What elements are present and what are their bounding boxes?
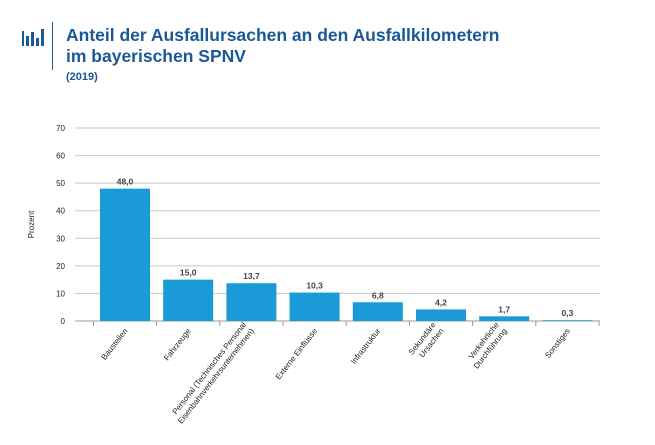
chart-title: Anteil der Ausfallursachen an den Ausfal… [66,25,586,67]
header-divider [52,22,53,70]
y-tick-label: 40 [56,207,65,216]
chart-title-line1: Anteil der Ausfallursachen an den Ausfal… [66,25,500,45]
category-label: Infrastruktur [349,326,383,365]
chart-title-line2: im bayerischen SPNV [66,46,246,66]
y-axis-title: Prozent [27,210,36,238]
bar [542,320,593,321]
y-tick-label: 60 [56,152,65,161]
data-label: 6,8 [372,290,384,300]
bar [416,309,466,321]
category-label: Baustellen [99,327,129,362]
y-tick-label: 70 [56,124,65,133]
data-label: 0,3 [561,308,573,318]
bar [289,292,340,321]
category-label-line: Fahrzeuge [162,326,193,362]
category-label-line: Externe Einflüsse [274,326,320,381]
category-label-line: Sonstiges [543,327,572,360]
y-tick-label: 30 [56,234,65,243]
chart-subtitle: (2019) [66,71,98,83]
data-label: 4,2 [435,297,447,307]
data-label: 13,7 [243,271,260,281]
bar [100,188,150,321]
category-label: Fahrzeuge [162,326,193,362]
category-label: Sonstiges [543,327,572,360]
bar [479,316,530,321]
y-tick-label: 10 [56,289,65,298]
category-label-line: Infrastruktur [349,326,383,365]
category-label-line: Eisenbahnverkehrsunternehmen) [176,326,256,425]
bar-chart-icon [22,29,44,46]
y-tick-label: 50 [56,179,65,188]
category-label: Externe Einflüsse [274,326,320,381]
category-label-line: Baustellen [99,327,129,362]
y-tick-label: 0 [61,317,66,326]
data-label: 15,0 [180,268,197,278]
category-label: SekundäreUrsachen [407,320,446,363]
bar [226,283,277,321]
bar [163,279,214,321]
y-tick-label: 20 [56,262,65,271]
category-label: VerkehrlicheDurchführung [464,320,509,370]
data-label: 48,0 [117,177,134,187]
bar [352,302,403,321]
data-label: 1,7 [498,304,510,314]
data-label: 10,3 [306,281,323,291]
